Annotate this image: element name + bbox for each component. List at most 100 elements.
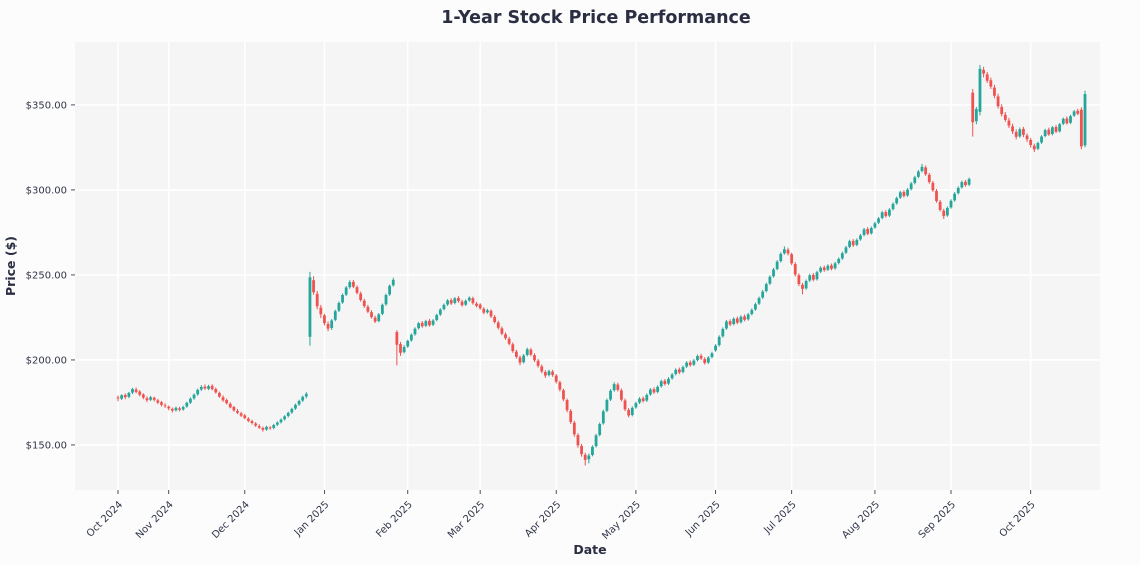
candle-up-body	[348, 282, 352, 288]
candle-up-body	[761, 291, 765, 298]
candle-down-body	[246, 418, 250, 421]
candle-down-body	[471, 298, 475, 304]
candle-down-body	[178, 408, 181, 410]
candle-down-body	[790, 254, 794, 264]
candle-up-body	[344, 287, 348, 295]
candle-down-body	[569, 410, 573, 422]
candle-down-body	[703, 359, 707, 363]
candle-up-body	[710, 353, 714, 358]
candle-up-body	[956, 187, 960, 194]
candle-down-body	[156, 400, 160, 403]
candle-down-body	[482, 308, 486, 313]
candle-up-body	[978, 68, 982, 112]
candle-down-body	[964, 181, 967, 186]
candle-down-body	[1000, 106, 1004, 115]
candle-up-body	[917, 171, 920, 177]
candle-up-body	[645, 394, 649, 401]
plot-background	[75, 42, 1100, 490]
candle-up-body	[199, 386, 203, 390]
candle-down-body	[225, 400, 229, 404]
candle-down-body	[1003, 114, 1007, 120]
candle-up-body	[638, 398, 641, 403]
candle-up-body	[945, 207, 949, 216]
candle-down-body	[996, 96, 1000, 107]
x-tick-label: Jan 2025	[292, 499, 332, 539]
candle-up-body	[409, 334, 413, 341]
candle-up-body	[685, 362, 689, 367]
candle-down-body	[352, 281, 355, 287]
candle-down-body	[167, 406, 171, 409]
candle-down-body	[457, 298, 460, 302]
candle-down-body	[993, 87, 996, 96]
candle-up-body	[181, 407, 185, 410]
candle-up-body	[779, 253, 783, 262]
x-tick-label: Jun 2025	[683, 499, 723, 539]
candle-down-body	[221, 397, 225, 401]
candle-up-body	[402, 347, 406, 353]
candle-down-body	[583, 454, 587, 460]
candle-up-body	[750, 309, 754, 315]
candle-up-body	[681, 367, 685, 373]
candle-down-body	[627, 409, 631, 416]
candle-down-body	[688, 362, 692, 366]
candle-up-body	[862, 229, 866, 235]
candle-up-body	[486, 310, 489, 313]
candle-up-body	[898, 192, 902, 198]
candle-down-body	[989, 80, 993, 87]
candle-up-body	[974, 108, 978, 122]
x-tick-label: Dec 2024	[210, 499, 252, 541]
candle-up-body	[725, 321, 728, 329]
candle-up-body	[290, 408, 294, 413]
candle-up-body	[739, 316, 743, 323]
candle-down-body	[1029, 139, 1033, 146]
candle-down-body	[250, 421, 254, 424]
candle-down-body	[1025, 135, 1029, 140]
candle-down-body	[851, 240, 855, 246]
candle-up-body	[547, 371, 551, 376]
candle-up-body	[301, 396, 305, 401]
candle-up-body	[859, 235, 862, 240]
candle-up-body	[667, 378, 670, 384]
candle-up-body	[815, 272, 819, 280]
candle-down-body	[797, 275, 801, 285]
candle-up-body	[380, 304, 384, 314]
candle-down-body	[475, 303, 478, 306]
candle-down-body	[243, 415, 247, 419]
candle-down-body	[985, 74, 989, 81]
candle-down-body	[927, 174, 931, 183]
candle-down-body	[562, 390, 565, 400]
candle-up-body	[873, 223, 877, 228]
candle-up-body	[185, 402, 189, 407]
candle-up-body	[333, 311, 337, 320]
candle-down-body	[160, 402, 163, 405]
candle-up-body	[656, 386, 660, 392]
candle-down-body	[395, 332, 399, 345]
candle-down-body	[536, 360, 540, 366]
x-tick-label: Nov 2024	[134, 499, 176, 541]
candle-up-body	[424, 321, 428, 326]
candle-up-body	[717, 336, 721, 346]
candle-down-body	[493, 316, 497, 323]
x-tick-label: Oct 2024	[85, 499, 125, 539]
candle-up-body	[417, 323, 420, 329]
candle-up-body	[877, 218, 880, 223]
candle-down-body	[257, 426, 261, 428]
y-tick-label: $350.00	[26, 100, 67, 111]
candle-down-body	[793, 264, 797, 275]
candle-up-body	[732, 318, 736, 325]
candle-down-body	[866, 229, 870, 234]
candle-up-body	[330, 320, 334, 328]
candle-up-body	[768, 276, 772, 284]
chart-title: 1-Year Stock Price Performance	[441, 8, 751, 28]
candle-up-body	[384, 294, 388, 305]
candle-up-body	[888, 209, 891, 216]
candle-up-body	[1069, 116, 1072, 123]
candle-down-body	[399, 344, 402, 353]
candle-up-body	[341, 294, 344, 303]
candle-up-body	[594, 435, 598, 447]
candle-up-body	[337, 302, 341, 311]
candle-up-body	[808, 275, 812, 281]
candle-up-body	[279, 419, 283, 423]
candle-up-body	[174, 407, 178, 411]
